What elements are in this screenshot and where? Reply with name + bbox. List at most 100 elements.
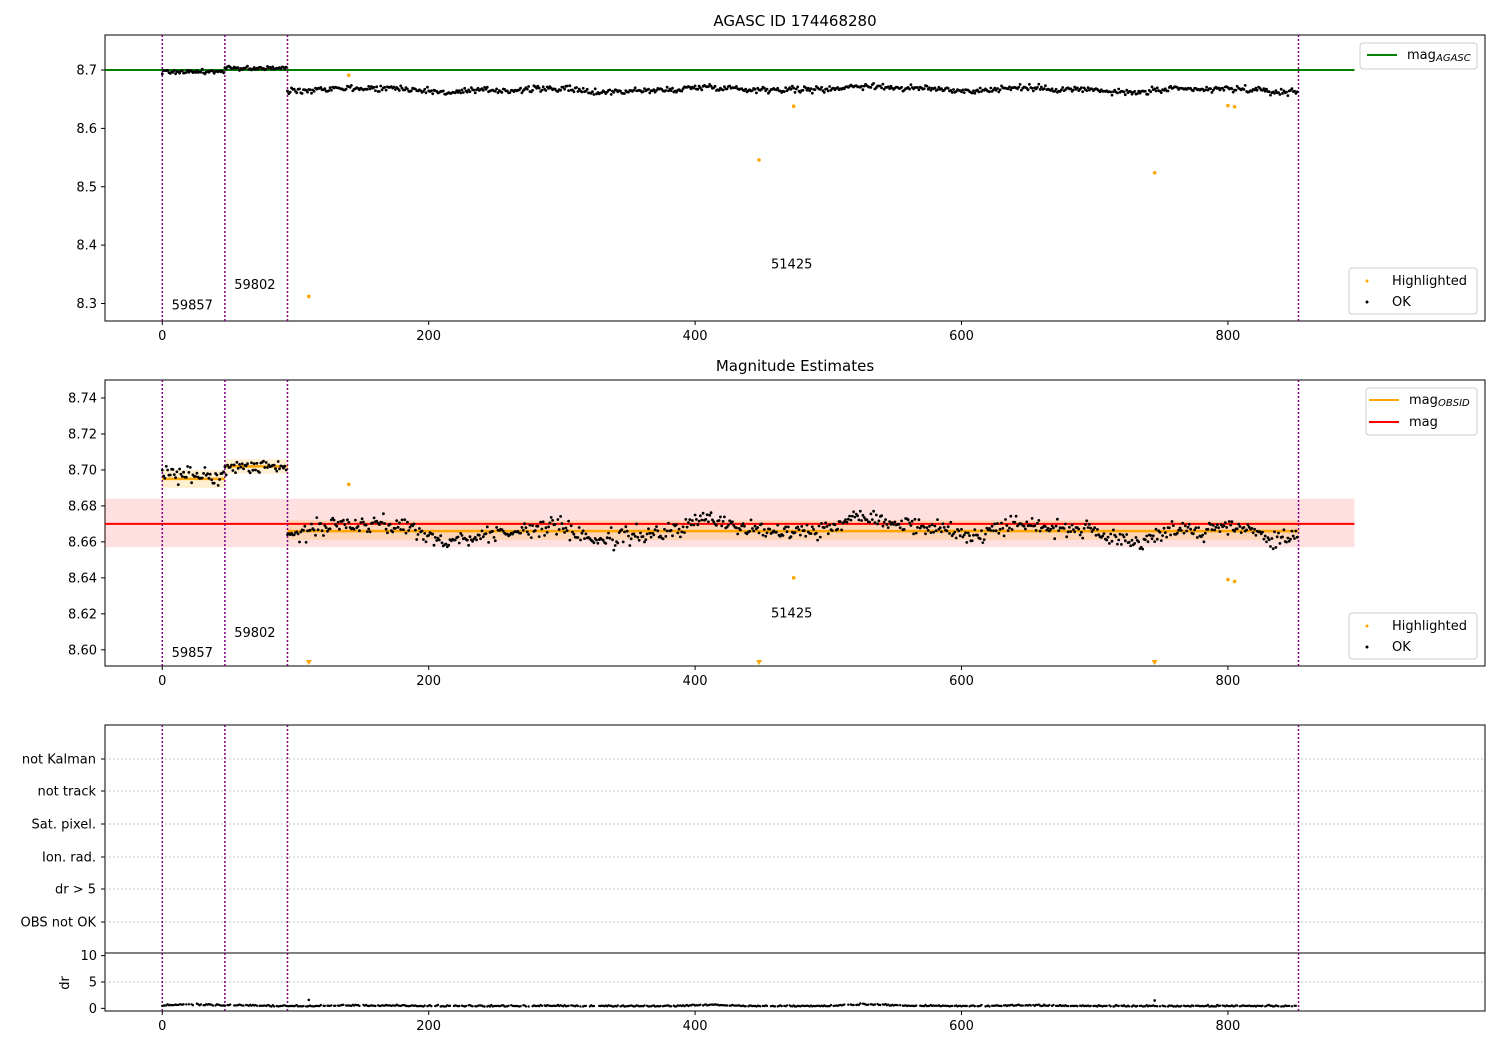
ok-point <box>444 542 448 546</box>
dr-point <box>847 1003 850 1006</box>
ok-point <box>230 463 233 467</box>
ok-point <box>577 526 581 529</box>
ok-point <box>917 518 921 522</box>
ok-point <box>1251 531 1255 535</box>
ok-point <box>1266 536 1270 540</box>
ok-point <box>519 86 522 90</box>
ok-point <box>1191 532 1195 536</box>
ok-point <box>1222 524 1226 528</box>
ok-point <box>926 529 930 532</box>
ok-point <box>937 85 941 89</box>
ok-point <box>1024 527 1027 531</box>
ok-point <box>235 460 239 464</box>
highlighted-point <box>1152 170 1157 175</box>
ok-point <box>527 533 530 536</box>
ok-point <box>1226 533 1230 536</box>
ok-point <box>1191 89 1195 93</box>
ok-point <box>1166 89 1170 93</box>
ok-point <box>456 535 460 539</box>
ok-point <box>996 87 999 90</box>
ok-point <box>647 527 650 531</box>
ok-point <box>1097 533 1101 537</box>
highlighted-point <box>346 73 351 78</box>
ok-point <box>266 466 269 469</box>
ok-point <box>1247 525 1251 529</box>
ok-point <box>284 65 288 69</box>
ok-point <box>968 534 971 537</box>
ok-point <box>970 91 974 95</box>
ok-point <box>687 521 690 524</box>
ok-point <box>278 467 281 471</box>
ok-point <box>292 533 296 537</box>
ok-point <box>1085 89 1089 92</box>
ok-point <box>500 91 504 94</box>
ok-point <box>818 88 822 91</box>
ok-point <box>1274 89 1278 93</box>
ok-point <box>1116 542 1119 546</box>
ok-point <box>977 90 981 94</box>
ok-point <box>675 90 678 94</box>
dr-point <box>423 1004 426 1007</box>
obsid-label: 51425 <box>771 606 812 621</box>
ok-point <box>1295 535 1299 539</box>
ok-point <box>1229 523 1232 527</box>
ok-point <box>874 513 878 517</box>
ok-point <box>1109 532 1113 536</box>
ok-point <box>623 530 626 534</box>
ok-point <box>453 91 457 95</box>
legend-label-mag: mag <box>1409 415 1438 430</box>
ok-point <box>749 518 753 522</box>
dr-point <box>223 1004 227 1007</box>
ok-point <box>820 522 823 525</box>
ok-point <box>1233 529 1236 533</box>
ok-point <box>379 84 383 88</box>
ok-point <box>641 535 645 538</box>
ok-point <box>1217 526 1220 530</box>
ok-point <box>292 87 296 91</box>
ok-point <box>262 459 265 463</box>
ok-point <box>372 85 376 89</box>
ok-point <box>326 529 329 533</box>
ok-point <box>989 86 993 90</box>
ok-point <box>1009 514 1013 518</box>
ok-point <box>484 532 488 536</box>
ok-point <box>1026 88 1030 92</box>
ok-point <box>949 520 953 524</box>
ok-point <box>684 518 688 521</box>
ok-point <box>719 515 722 519</box>
y-axis-ticks: 8.3 8.4 8.5 8.6 8.7 <box>76 64 105 312</box>
ok-point <box>601 538 605 542</box>
ok-point <box>838 520 842 523</box>
ok-point <box>286 89 289 93</box>
panel-title: Magnitude Estimates <box>716 357 874 375</box>
ok-point <box>299 530 303 534</box>
ok-point <box>1194 526 1198 530</box>
ok-point <box>382 512 385 516</box>
ok-point <box>216 484 220 487</box>
ok-point <box>178 71 182 75</box>
ok-point <box>424 540 428 544</box>
ok-point <box>763 528 766 531</box>
ok-point <box>1286 536 1290 540</box>
ok-point <box>536 524 540 528</box>
ok-point <box>1153 87 1157 91</box>
ok-point <box>316 528 320 532</box>
ok-point <box>1110 539 1114 543</box>
ok-point <box>794 87 798 91</box>
ok-point <box>1025 520 1029 524</box>
ok-point <box>565 84 569 88</box>
dr-point <box>1288 1004 1291 1008</box>
ok-point <box>960 527 963 531</box>
legend-lines: mag OBSID mag <box>1365 387 1478 436</box>
ok-point <box>933 86 937 90</box>
dr-point <box>1164 1005 1167 1008</box>
ok-point <box>179 472 183 476</box>
ok-point <box>616 541 620 545</box>
ok-point <box>1165 535 1168 539</box>
x-tick-label: 0 <box>158 1019 166 1034</box>
ok-point <box>1149 534 1153 537</box>
ok-point <box>723 515 726 519</box>
legend-points: Highlighted OK <box>1348 612 1478 660</box>
ok-point <box>306 90 309 94</box>
ok-point <box>1044 525 1047 528</box>
